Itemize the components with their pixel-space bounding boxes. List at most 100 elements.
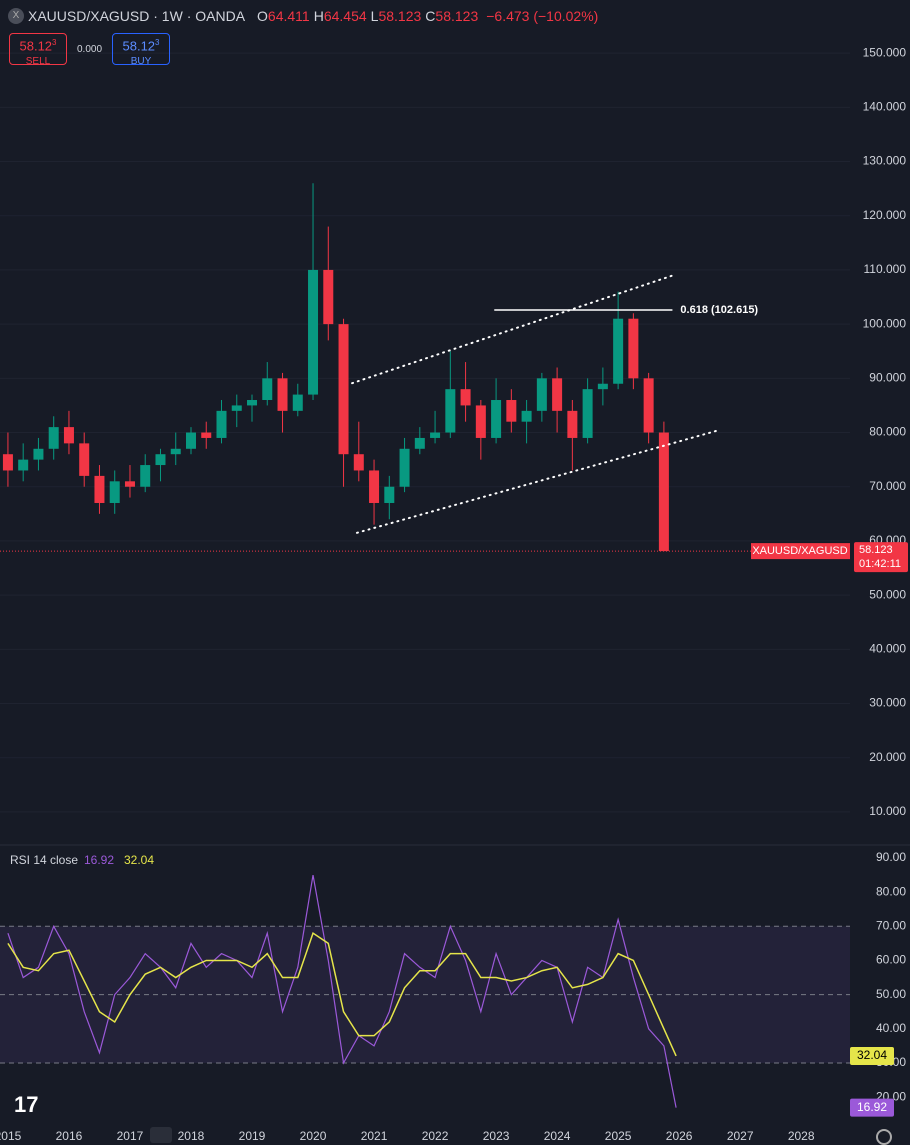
candle-body [262,378,273,401]
value-tag: 32.04 [857,1048,887,1062]
y-tick-label: 100.000 [863,316,907,330]
symbol-tag-bg [751,543,850,560]
screenshot-icon[interactable] [150,1127,172,1143]
candle-body [48,427,59,449]
sell-sup: 3 [52,38,57,47]
candle-body [94,475,105,503]
candle-body [109,481,120,503]
buy-sup: 3 [155,38,160,47]
candle-body [582,389,593,438]
candle-body [552,378,563,411]
x-tick-label: 2027 [727,1129,754,1143]
buy-price: 58.12 [122,38,156,54]
candle-body [369,470,380,503]
candle-body [185,432,196,449]
y-tick-label: 60.00 [876,953,906,967]
candle-body [33,448,44,460]
ohlc-label: O [257,8,268,24]
candle-body [658,432,669,552]
candle-body [613,318,624,384]
x-tick-label: 2023 [483,1129,510,1143]
ohlc-value: 64.454 [323,8,367,24]
ohlc-label: L [370,8,379,24]
candle-body [384,486,395,503]
x-tick-label: 2017 [117,1129,144,1143]
x-tick-label: 2026 [666,1129,693,1143]
ohlc-value: 58.123 [435,8,479,24]
candle-body [414,437,425,449]
candle-body [628,318,639,379]
candle-body [475,405,486,438]
candle-body [277,378,288,411]
candle-body [506,400,517,422]
x-tick-label: 2020 [300,1129,327,1143]
y-tick-label: 150.000 [863,45,907,59]
y-tick-label: 130.000 [863,154,907,168]
price-tag: 58.123 [859,544,893,556]
spread: 0.000 [77,44,103,55]
value-tag-bg [850,1046,894,1065]
buy-label: BUY [130,56,152,68]
candle-body [597,383,608,390]
candle-body [323,269,334,325]
logo[interactable]: 17 [14,1092,39,1117]
sell-label: SELL [25,56,51,68]
x-tick-label: 2015 [0,1129,22,1143]
candle-body [399,448,410,487]
chart-title: XAUUSD/XAGUSD · 1W · OANDA [28,8,246,24]
candle-body [308,269,319,395]
y-tick-label: 70.00 [876,918,906,932]
x-tick-label: 2018 [178,1129,205,1143]
buy-button[interactable]: 58.123 BUY [112,33,170,68]
rsi-title: RSI 14 close [10,853,78,867]
rsi-line [7,931,677,1057]
candle-body [79,443,90,476]
candle-body [155,454,166,466]
header: X XAUUSD/XAGUSD · 1W · OANDA O64.411 H64.… [8,8,602,24]
legend-value: 32.04 [124,853,154,867]
price-tag-bg [854,542,908,573]
y-tick-label: 70.000 [869,479,906,493]
candle-body [491,400,502,438]
y-tick-label: 90.00 [876,850,906,864]
candle-body [460,389,471,406]
candle-body [247,400,258,406]
legend-value: 16.92 [84,853,114,867]
candle-body [643,378,654,433]
ohlc-value: 58.123 [378,8,422,24]
ohlc-label: H [313,8,324,24]
candle-body [353,454,364,471]
y-tick-label: 90.000 [869,370,906,384]
y-tick-label: 40.00 [876,1021,906,1035]
candle-body [430,432,441,438]
ohlc-label: C [425,8,436,24]
x-tick-label: 2025 [605,1129,632,1143]
sell-button[interactable]: 58.123 SELL [9,33,67,68]
y-tick-label: 20.000 [869,750,906,764]
candle-body [445,389,456,433]
x-tick-label: 2016 [56,1129,83,1143]
candle-body [231,405,242,411]
candle-body [536,378,547,411]
x-tick-label: 2024 [544,1129,571,1143]
y-tick-label: 120.000 [863,208,907,222]
symbol-icon[interactable]: X [8,8,24,24]
y-tick-label: 30.000 [869,696,906,710]
candle-body [140,465,151,487]
value-tag: 16.92 [857,1100,887,1114]
y-tick-label: 50.00 [876,987,906,1001]
candle-body [216,410,227,438]
y-tick-label: 110.000 [864,262,907,276]
y-tick-label: 140.000 [863,99,907,113]
ohlc: O64.411 H64.454 L58.123 C58.123 [257,8,482,24]
y-tick-label: 40.000 [869,642,906,656]
x-tick-label: 2019 [239,1129,266,1143]
y-tick-label: 50.000 [869,587,906,601]
settings-icon[interactable] [876,1129,892,1145]
candle-body [521,410,532,422]
candle-body [201,432,212,438]
candle-body [2,454,13,471]
countdown: 01:42:11 [859,558,901,570]
